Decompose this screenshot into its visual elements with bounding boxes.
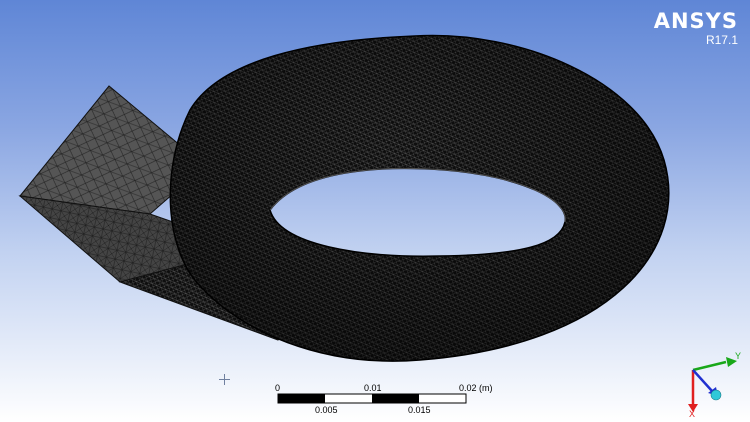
scale-label-0005: 0.005 <box>315 405 338 415</box>
crosshair-icon <box>219 374 230 385</box>
scale-label-0: 0 <box>275 383 281 393</box>
scale-label-002: 0.02 (m) <box>459 383 493 393</box>
volute-torus-mesh <box>169 34 670 362</box>
triad-x-label: X <box>689 409 696 419</box>
scale-bar <box>277 393 467 404</box>
ansys-logo: ANSYS R17.1 <box>654 10 738 47</box>
coordinate-triad-icon <box>688 357 737 412</box>
logo-version: R17.1 <box>705 33 738 47</box>
logo-name: ANSYS <box>653 9 738 33</box>
scale-label-001: 0.01 <box>364 383 382 393</box>
triad-y-label: Y <box>735 351 742 361</box>
scale-label-0015: 0.015 <box>408 405 431 415</box>
